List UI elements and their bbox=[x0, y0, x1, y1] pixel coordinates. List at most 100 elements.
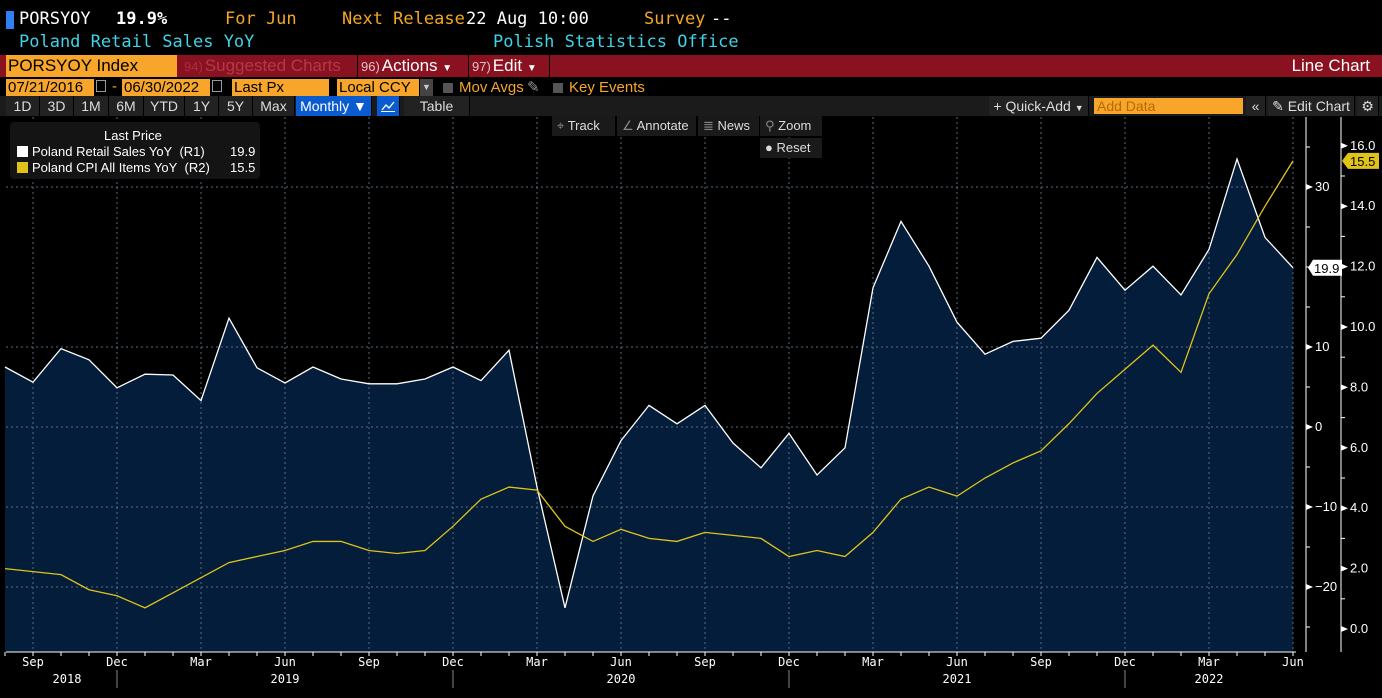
series-1-point bbox=[816, 474, 819, 477]
r2-tick-marker bbox=[1341, 505, 1348, 512]
series-1-point bbox=[676, 422, 679, 425]
series-2-point bbox=[564, 525, 567, 528]
gear-icon[interactable]: ⚙ bbox=[1357, 96, 1379, 116]
quick-add-button[interactable]: + Quick-Add ▼ bbox=[989, 96, 1089, 116]
series-1-line[interactable] bbox=[4, 156, 1294, 608]
start-date-input[interactable]: 07/21/2016 bbox=[6, 79, 94, 96]
series-2-point bbox=[1292, 159, 1295, 162]
series-2-point bbox=[1040, 449, 1043, 452]
r2-tick-label: 14.0 bbox=[1350, 198, 1375, 213]
edit-chart-button[interactable]: ✎ Edit Chart bbox=[1268, 96, 1355, 116]
annotate-button[interactable]: ∠ Annotate bbox=[617, 116, 696, 136]
chevron-down-icon: ▼ bbox=[353, 98, 367, 114]
period-6m-button[interactable]: 6M bbox=[109, 96, 144, 116]
x-tick-label: Mar bbox=[526, 655, 548, 669]
series-2-point bbox=[4, 567, 7, 570]
series-1-point bbox=[1096, 256, 1099, 259]
period-label: For Jun bbox=[225, 9, 297, 29]
key-events-checkbox[interactable] bbox=[553, 83, 563, 93]
period-5y-button[interactable]: 5Y bbox=[219, 96, 253, 116]
period-ytd-button[interactable]: YTD bbox=[144, 96, 185, 116]
series-1-point bbox=[312, 366, 315, 369]
r2-tick-marker bbox=[1341, 263, 1348, 270]
calendar-icon[interactable] bbox=[96, 80, 106, 92]
r1-tick-label: −20 bbox=[1315, 579, 1337, 594]
legend-header: Last Price bbox=[104, 128, 162, 143]
series-2-point bbox=[1068, 422, 1071, 425]
date-range-bar: 07/21/2016 - 06/30/2022 Last Px Local CC… bbox=[0, 78, 1382, 97]
frequency-select[interactable]: Monthly ▼ bbox=[296, 96, 372, 116]
x-tick-label: Mar bbox=[190, 655, 212, 669]
period-max-button[interactable]: Max bbox=[253, 96, 295, 116]
track-button[interactable]: ⌖ Track bbox=[552, 116, 615, 136]
legend-item[interactable]: Poland CPI All Items YoY (R2) bbox=[17, 160, 210, 175]
end-date-input[interactable]: 06/30/2022 bbox=[122, 79, 210, 96]
series-2-point bbox=[844, 555, 847, 558]
r1-tick-marker bbox=[1306, 344, 1313, 350]
pencil-icon[interactable]: ✎ bbox=[527, 79, 540, 96]
key-events-label: Key Events bbox=[569, 79, 645, 96]
reset-button[interactable]: ● Reset bbox=[760, 138, 822, 158]
y-axis-r1: 30 10 0 −10 −20 19.9 bbox=[1306, 146, 1342, 628]
r1-tick-marker bbox=[1306, 184, 1313, 190]
calendar-icon[interactable] bbox=[212, 80, 222, 92]
security-input[interactable]: PORSYOY Index bbox=[6, 55, 177, 77]
series-1-point bbox=[284, 382, 287, 385]
line-chart-icon[interactable] bbox=[377, 96, 400, 116]
mov-avgs-checkbox[interactable] bbox=[443, 83, 453, 93]
r2-tick-marker bbox=[1341, 444, 1348, 451]
legend-item[interactable]: Poland Retail Sales YoY (R1) bbox=[17, 144, 205, 159]
series-2-point bbox=[60, 573, 63, 576]
add-data-input[interactable]: Add Data bbox=[1094, 98, 1243, 114]
series-2-point bbox=[984, 477, 987, 480]
series-1-point bbox=[88, 358, 91, 361]
survey-label: Survey bbox=[644, 9, 706, 29]
x-tick-label: Jun bbox=[1282, 655, 1304, 669]
currency-select[interactable]: Local CCY bbox=[337, 79, 419, 96]
series-2-point bbox=[1012, 461, 1015, 464]
security-subheader: Poland Retail Sales YoY Polish Statistic… bbox=[0, 32, 1382, 54]
table-button[interactable]: Table bbox=[404, 96, 470, 116]
series-2-point bbox=[256, 555, 259, 558]
suggested-charts-button[interactable]: 94) Suggested Charts bbox=[181, 55, 353, 77]
actions-menu-button[interactable]: 96) Actions ▼ bbox=[357, 55, 465, 77]
period-1m-button[interactable]: 1M bbox=[74, 96, 109, 116]
last-value: 19.9% bbox=[116, 9, 168, 29]
period-3d-button[interactable]: 3D bbox=[40, 96, 74, 116]
series-1-point bbox=[872, 286, 875, 289]
x-tick-label: Sep bbox=[1030, 655, 1052, 669]
zoom-button[interactable]: ⚲ Zoom bbox=[760, 116, 822, 136]
period-1d-button[interactable]: 1D bbox=[6, 96, 40, 116]
x-year-label: 2021 bbox=[943, 672, 972, 686]
series-2-point bbox=[1096, 392, 1099, 395]
series-1-point bbox=[200, 399, 203, 402]
series-2-point bbox=[200, 576, 203, 579]
collapse-icon[interactable]: « bbox=[1246, 96, 1266, 116]
period-1y-button[interactable]: 1Y bbox=[185, 96, 219, 116]
news-button[interactable]: ≣ News bbox=[698, 116, 759, 136]
price-field-select[interactable]: Last Px bbox=[232, 79, 329, 96]
series-1-point bbox=[760, 466, 763, 469]
series-1-point bbox=[116, 386, 119, 389]
series-1-point bbox=[424, 378, 427, 381]
r2-tick-marker bbox=[1341, 203, 1348, 210]
magnifier-icon: ⚲ bbox=[765, 118, 775, 133]
series-1-point bbox=[928, 265, 931, 268]
main-toolbar: PORSYOY Index 94) Suggested Charts 96) Act… bbox=[0, 55, 1382, 77]
chart-legend: Last Price Poland Retail Sales YoY (R1) … bbox=[10, 122, 260, 179]
series-2-point bbox=[396, 552, 399, 555]
r1-tick-label: −10 bbox=[1315, 499, 1337, 514]
series-1-point bbox=[508, 349, 511, 352]
x-tick-label: Mar bbox=[1198, 655, 1220, 669]
legend-swatch bbox=[17, 162, 28, 173]
chevron-down-icon: ▼ bbox=[442, 63, 453, 74]
chevron-down-icon[interactable]: ▼ bbox=[420, 79, 433, 96]
security-marker bbox=[6, 11, 14, 29]
r2-tick-marker bbox=[1341, 565, 1348, 572]
series-1-point bbox=[1152, 265, 1155, 268]
series-2-point bbox=[788, 555, 791, 558]
series-2-line[interactable] bbox=[4, 160, 1294, 609]
series-2-point bbox=[1152, 344, 1155, 347]
edit-menu-button[interactable]: 97) Edit ▼ bbox=[468, 55, 550, 77]
